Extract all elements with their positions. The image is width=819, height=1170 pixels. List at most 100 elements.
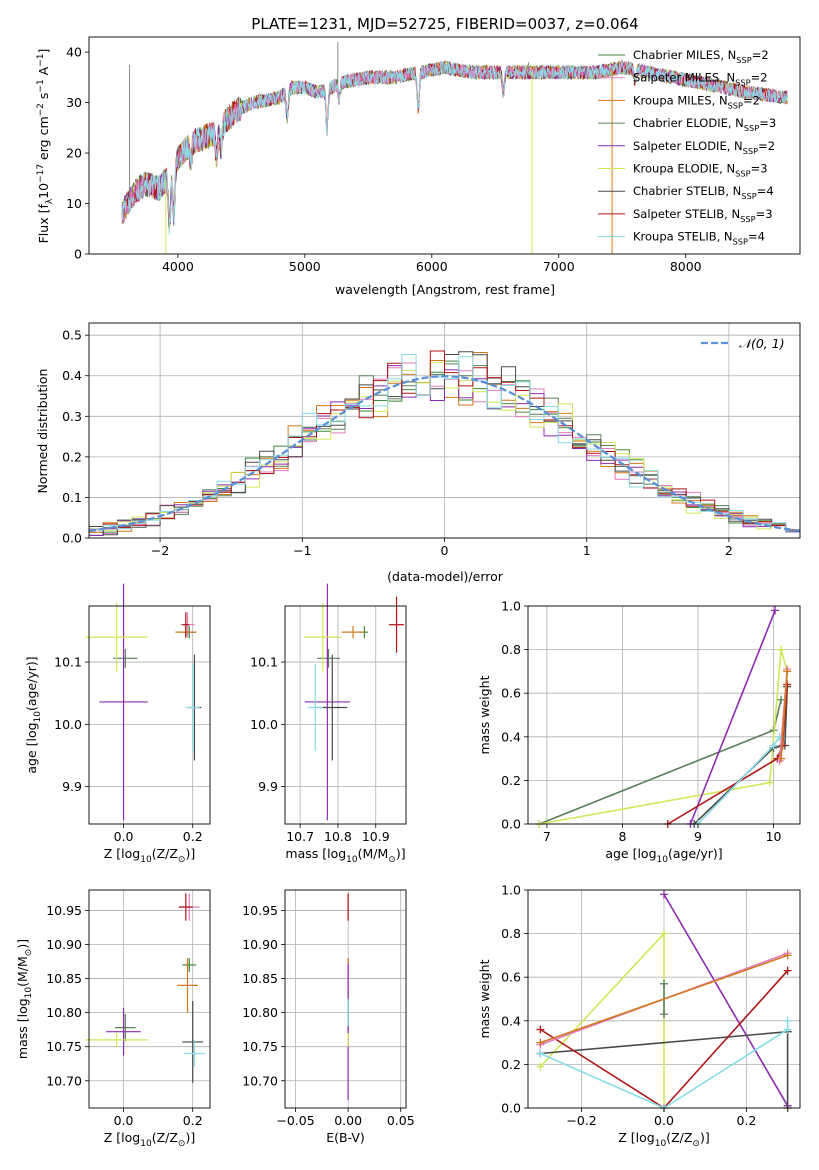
y-tick-label: 10.90 [46,937,82,952]
y-tick-label: 10 [66,196,82,211]
weight-marker [777,754,786,763]
legend-label: Kroupa MILES, NSSP=2 [633,93,760,110]
y-tick-label: 10.85 [242,971,278,986]
legend-label: Salpeter STELIB, NSSP=3 [633,207,773,224]
weight-marker [660,1010,668,1019]
y-tick-label: 10.75 [46,1039,82,1054]
weight-line-8 [540,1020,789,1109]
residual-panel: −2 −1 0 1 2 0.0 0.1 0.2 0.3 0.4 0.5 (data-model)/er… [35,322,801,584]
spectrum-line-8 [121,60,788,236]
y-tick-label: 10.80 [242,1005,278,1020]
x-tick-label: 0.0 [114,1113,134,1128]
x-tick-label: 0.0 [654,1113,674,1128]
y-tick-label: 0.6 [501,970,521,985]
weight-marker [660,929,668,938]
x-tick-label: 5000 [289,259,321,274]
y-tick-label: 0 [74,247,82,262]
x-tick-label: 1 [583,543,591,558]
y-tick-label: 10.90 [242,937,278,952]
weight-marker [783,951,792,960]
x-tick-label: 8 [618,829,626,844]
weight-marker [536,1062,545,1071]
y-tick-label: 1.0 [501,599,521,614]
weight-marker [783,1025,792,1034]
legend-label: Salpeter MILES, NSSP=2 [633,71,768,88]
weight-line-7 [667,684,788,825]
y-tick-label: 10.1 [250,655,278,670]
y-tick-label: 0.2 [62,449,82,464]
weight-line-5 [539,649,788,825]
legend: Chabrier MILES, NSSP=2 Salpeter MILES, NS… [598,48,776,247]
weight-marker [777,645,786,654]
age-vs-mass-panel: 10.7 10.8 10.9 9.9 10.0 10.1 mass [log10(M/M⊙)… [250,583,407,865]
axes-frame [527,605,801,825]
x-tick-label: −1 [293,543,311,558]
y-tick-label: 20 [66,146,82,161]
x-tick-label: −0.2 [566,1113,596,1128]
x-tick-label: 0.2 [183,829,203,844]
y-axis-label: mass weight [477,675,492,754]
x-tick-label: 8000 [670,259,702,274]
x-axis-label: E(B-V) [326,1130,365,1145]
weight-marker [777,695,786,704]
age-vs-Z-panel: 0.0 0.2 9.9 10.0 10.1 Z [log10(Z/Z⊙)] age [log… [24,583,211,865]
y-axis-label: mass [log10(M/M⊙)] [15,939,34,1059]
weight-marker [536,1038,545,1047]
y-tick-label: 9.9 [62,779,82,794]
y-tick-label: 10.0 [250,717,278,732]
x-tick-label: −2 [151,543,169,558]
weight-vs-Z-panel: −0.2 0.0 0.2 0.0 0.2 0.4 0.6 0.8 1.0 Z [log10(Z/Z… [477,883,801,1149]
x-tick-label: 2 [725,543,733,558]
weight-marker [783,966,792,975]
y-tick-label: 10.1 [54,655,82,670]
legend-label: Salpeter ELODIE, NSSP=2 [633,139,775,156]
weight-marker [536,1025,545,1034]
weight-marker [765,778,774,787]
y-tick-label: 0.2 [501,773,521,788]
x-tick-label: 7000 [543,259,575,274]
x-tick-label: 0.05 [387,1113,415,1128]
x-tick-label: 0.2 [736,1113,756,1128]
weight-marker [660,890,668,899]
y-tick-label: 10.95 [242,903,278,918]
legend-label: Chabrier STELIB, NSSP=4 [633,184,774,201]
y-tick-label: 0.4 [501,1013,521,1028]
y-axis-label: Flux [fλ10−17 erg cm−2 s−1 A−1] [36,49,55,244]
x-tick-label: 9 [694,829,702,844]
weight-line-3 [539,699,782,825]
y-tick-label: 10.95 [46,903,82,918]
y-tick-label: 0.5 [62,328,82,343]
weight-marker [660,979,668,988]
x-tick-label: 4000 [162,259,194,274]
histogram-8 [89,354,800,538]
x-axis-label: wavelength [Angstrom, rest frame] [335,282,555,297]
weight-marker [783,667,792,676]
axes-frame [284,889,407,1109]
x-tick-label: 10.8 [324,829,352,844]
x-tick-label: 7 [543,829,551,844]
weight-marker [536,1049,545,1058]
weight-line-4 [689,610,776,825]
spectrum-panel: 4000 5000 6000 7000 8000 0 10 20 30 40 wavelength … [36,36,801,297]
legend-label: Kroupa STELIB, NSSP=4 [633,230,765,247]
y-tick-label: 1.0 [501,883,521,898]
x-axis-label: Z [log10(Z/Z⊙)] [104,1130,195,1149]
x-tick-label: 10.9 [362,829,390,844]
weight-vs-age-panel: 7 8 9 10 0.0 0.2 0.4 0.6 0.8 1.0 age [log10(age/yr… [477,599,801,865]
y-tick-label: 0.2 [501,1057,521,1072]
y-tick-label: 10.85 [46,971,82,986]
axes-frame [88,605,211,825]
y-tick-label: 9.9 [258,779,278,794]
weight-line-2 [780,671,788,759]
weight-marker [771,606,780,615]
x-tick-label: −0.05 [276,1113,314,1128]
x-axis-label: Z [log10(Z/Z⊙)] [618,1130,709,1149]
legend-label: Kroupa ELODIE, NSSP=3 [633,162,768,179]
y-tick-label: 0.4 [501,729,521,744]
x-tick-label: 0 [441,543,449,558]
x-tick-label: 0.00 [334,1113,362,1128]
weight-line-2 [540,954,788,1044]
x-tick-label: 6000 [416,259,448,274]
y-tick-label: 10.0 [54,717,82,732]
